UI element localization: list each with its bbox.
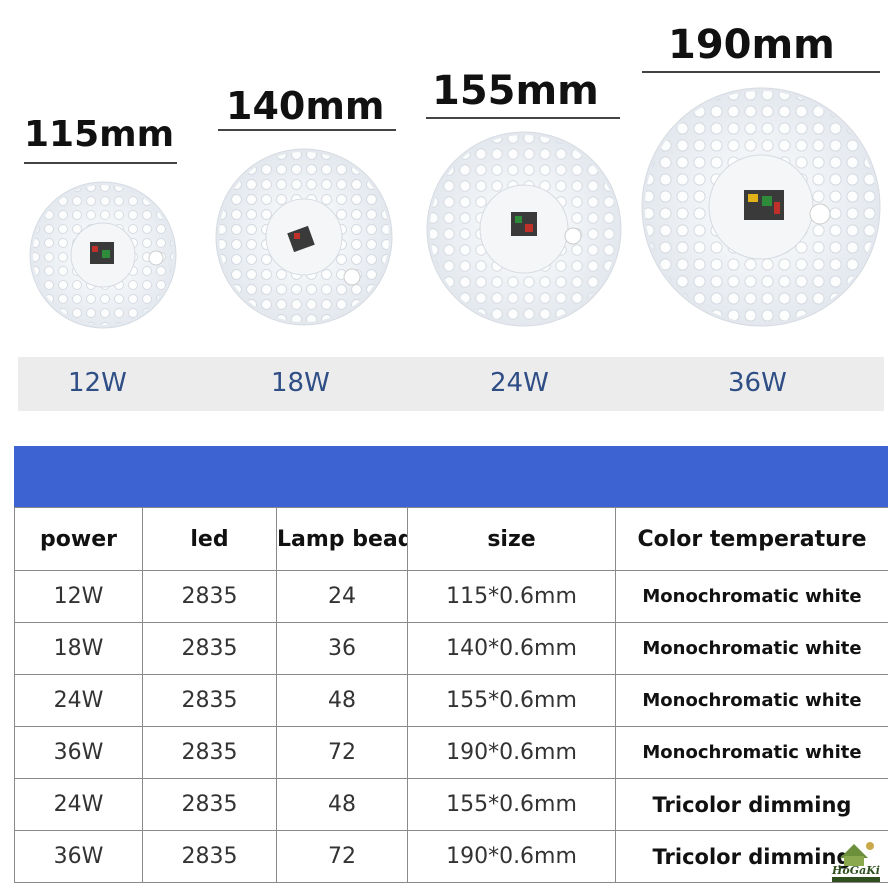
table-row: 36W 2835 72 190*0.6mm Monochromatic whit… (14, 726, 888, 779)
watt-label-12w: 12W (68, 368, 127, 398)
table-row: 12W 2835 24 115*0.6mm Monochromatic whit… (14, 570, 888, 623)
cell-beads: 24 (276, 570, 408, 623)
cell-power: 12W (14, 570, 143, 623)
table-title-bar (14, 446, 888, 507)
cell-power: 18W (14, 622, 143, 675)
cell-size: 190*0.6mm (407, 726, 616, 779)
size-rule-140 (218, 129, 396, 131)
cell-size: 190*0.6mm (407, 830, 616, 883)
cell-beads: 48 (276, 778, 408, 831)
size-label-155: 155mm (432, 68, 599, 114)
table-header-row: power led Lamp beads size Color temperat… (14, 507, 888, 571)
wattage-strip (18, 357, 884, 411)
table-row: 24W 2835 48 155*0.6mm Tricolor dimming (14, 778, 888, 831)
header-lamp-beads: Lamp beads (276, 507, 408, 571)
cell-power: 36W (14, 830, 143, 883)
cell-led: 2835 (142, 622, 277, 675)
led-module-disc-140 (215, 148, 393, 326)
watt-label-18w: 18W (271, 368, 330, 398)
cell-beads: 72 (276, 830, 408, 883)
size-label-115: 115mm (24, 114, 175, 155)
cell-color: Monochromatic white (615, 570, 888, 623)
header-color-temperature: Color temperature (615, 507, 888, 571)
led-module-disc-190 (641, 87, 881, 327)
cell-color: Tricolor dimming (615, 778, 888, 831)
cell-led: 2835 (142, 726, 277, 779)
table-row: 36W 2835 72 190*0.6mm Tricolor dimming (14, 830, 888, 883)
cell-power: 36W (14, 726, 143, 779)
cell-color: Monochromatic white (615, 622, 888, 675)
cell-size: 155*0.6mm (407, 674, 616, 727)
watt-label-24w: 24W (490, 368, 549, 398)
cell-beads: 48 (276, 674, 408, 727)
cell-led: 2835 (142, 830, 277, 883)
cell-color: Monochromatic white (615, 726, 888, 779)
size-rule-190 (642, 71, 880, 73)
led-module-disc-155 (426, 131, 622, 327)
cell-color: Monochromatic white (615, 674, 888, 727)
cell-beads: 72 (276, 726, 408, 779)
cell-size: 140*0.6mm (407, 622, 616, 675)
spec-table: power led Lamp beads size Color temperat… (14, 507, 888, 883)
size-rule-115 (24, 162, 177, 164)
cell-power: 24W (14, 778, 143, 831)
size-label-190: 190mm (668, 22, 835, 68)
cell-power: 24W (14, 674, 143, 727)
led-module-disc-115 (29, 181, 177, 329)
watt-label-36w: 36W (728, 368, 787, 398)
cell-led: 2835 (142, 674, 277, 727)
cell-size: 155*0.6mm (407, 778, 616, 831)
cell-led: 2835 (142, 570, 277, 623)
header-power: power (14, 507, 143, 571)
header-led: led (142, 507, 277, 571)
table-row: 18W 2835 36 140*0.6mm Monochromatic whit… (14, 622, 888, 675)
header-size: size (407, 507, 616, 571)
svg-text:HoGaKi: HoGaKi (831, 864, 880, 877)
size-label-140: 140mm (226, 84, 385, 128)
size-rule-155 (426, 117, 620, 119)
cell-led: 2835 (142, 778, 277, 831)
table-row: 24W 2835 48 155*0.6mm Monochromatic whit… (14, 674, 888, 727)
cell-beads: 36 (276, 622, 408, 675)
brand-logo: HoGaKi (831, 842, 880, 882)
cell-size: 115*0.6mm (407, 570, 616, 623)
